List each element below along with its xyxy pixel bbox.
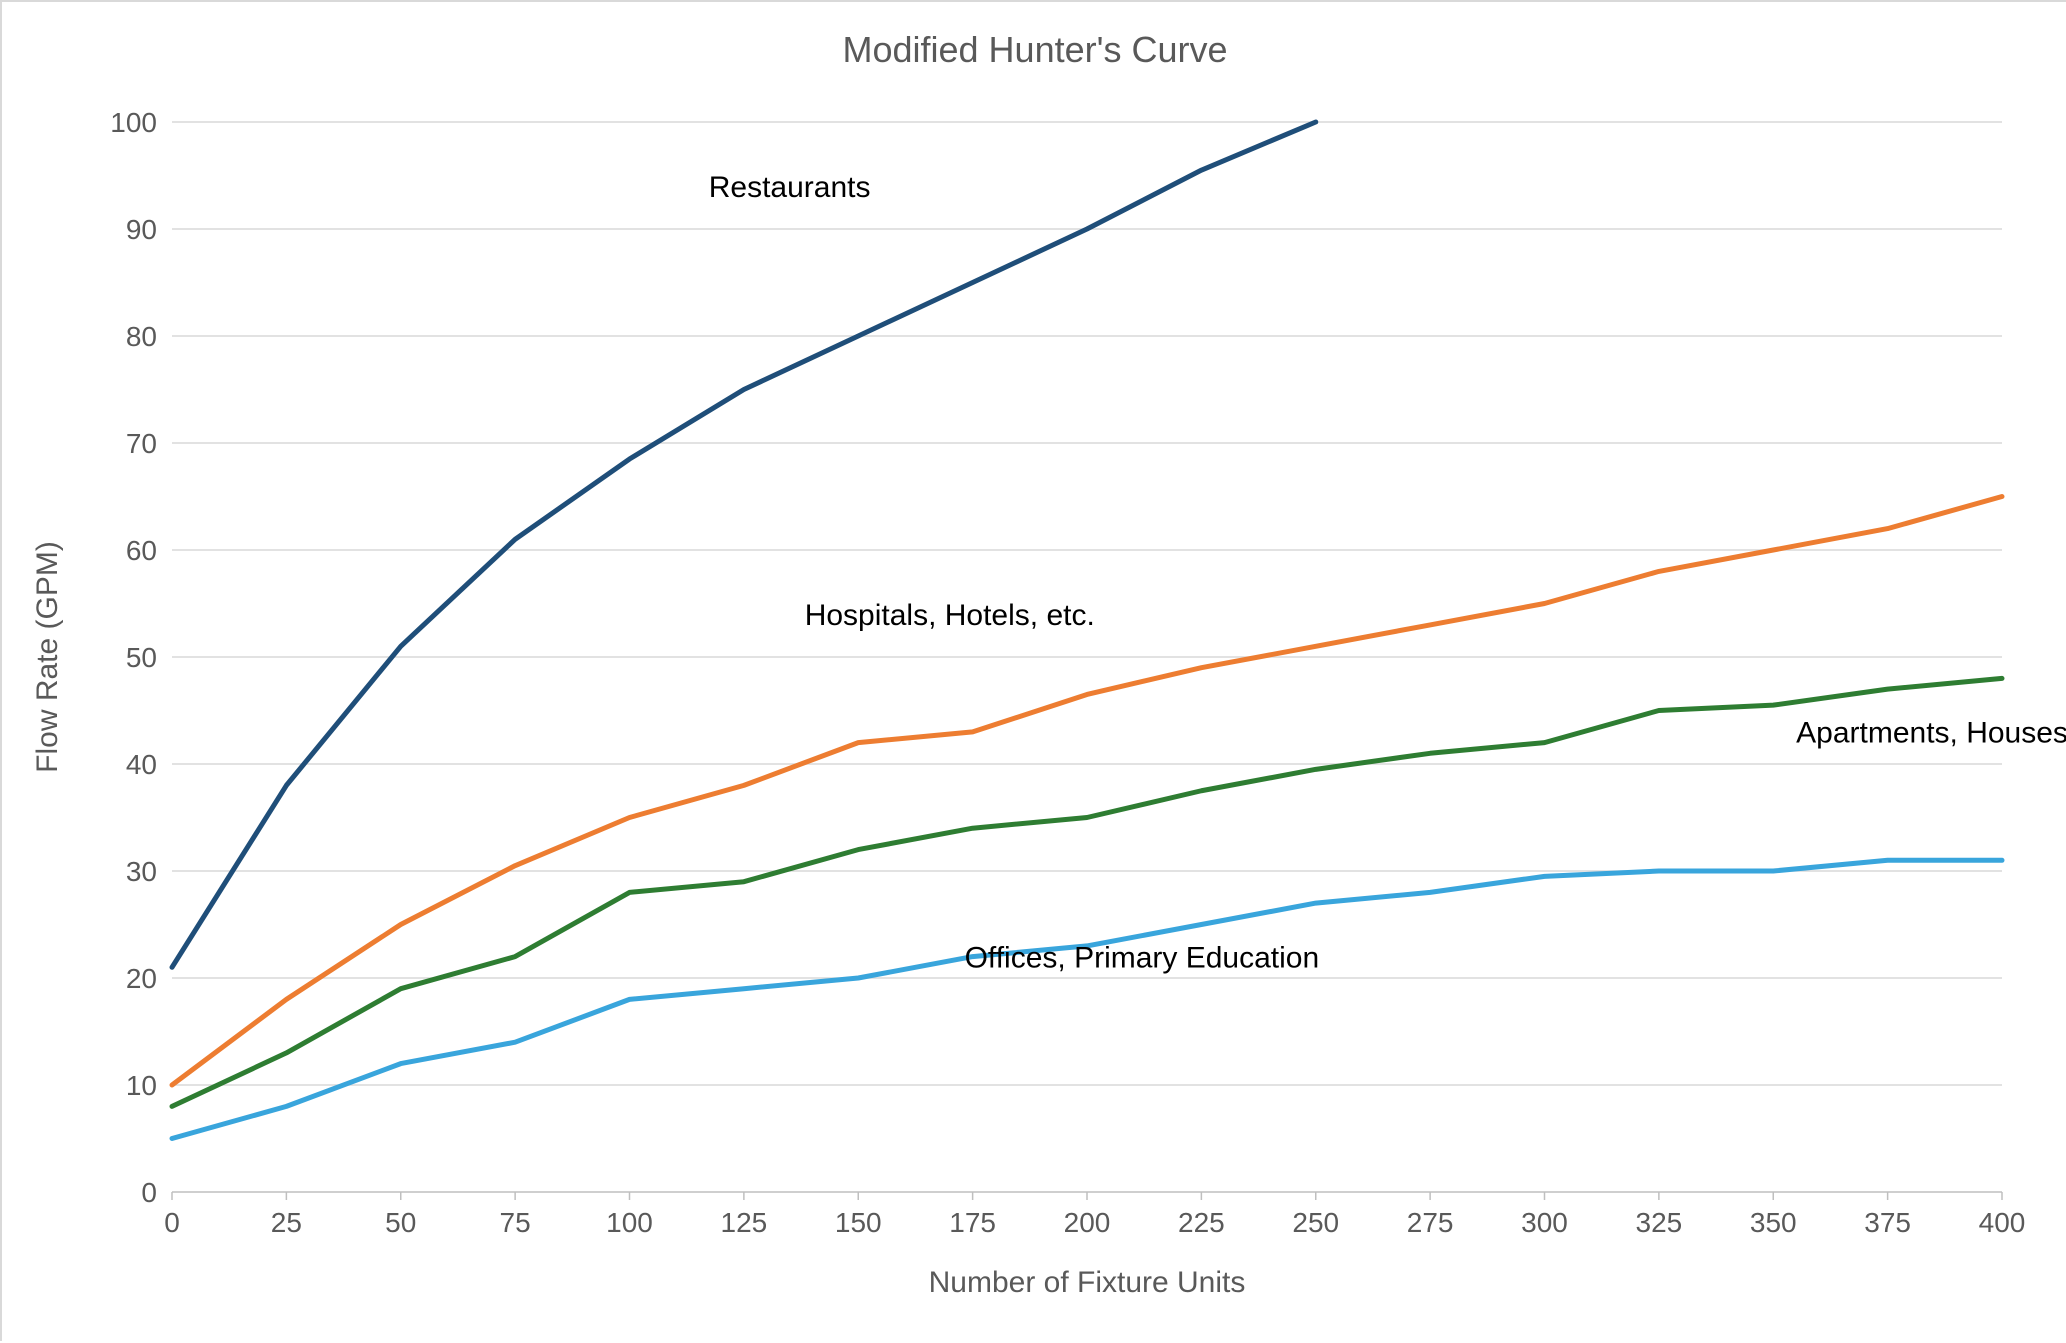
y-tick-label: 20 xyxy=(126,963,157,994)
chart-bg xyxy=(2,2,2066,1343)
y-tick-label: 80 xyxy=(126,321,157,352)
series-label: Restaurants xyxy=(709,171,871,204)
y-tick-label: 90 xyxy=(126,214,157,245)
x-tick-label: 100 xyxy=(606,1207,653,1238)
y-tick-label: 70 xyxy=(126,428,157,459)
y-tick-label: 40 xyxy=(126,749,157,780)
x-tick-label: 375 xyxy=(1864,1207,1911,1238)
x-tick-label: 150 xyxy=(835,1207,882,1238)
x-tick-label: 400 xyxy=(1979,1207,2026,1238)
y-tick-label: 10 xyxy=(126,1070,157,1101)
x-tick-label: 0 xyxy=(164,1207,180,1238)
x-tick-label: 50 xyxy=(385,1207,416,1238)
x-tick-label: 275 xyxy=(1407,1207,1454,1238)
x-tick-label: 175 xyxy=(949,1207,996,1238)
y-axis-title: Flow Rate (GPM) xyxy=(31,541,64,773)
x-tick-label: 250 xyxy=(1292,1207,1339,1238)
series-label: Hospitals, Hotels, etc. xyxy=(805,599,1095,632)
x-tick-label: 325 xyxy=(1636,1207,1683,1238)
x-tick-label: 25 xyxy=(271,1207,302,1238)
y-tick-label: 60 xyxy=(126,535,157,566)
x-tick-label: 225 xyxy=(1178,1207,1225,1238)
x-axis-title: Number of Fixture Units xyxy=(929,1266,1246,1299)
y-tick-label: 100 xyxy=(110,107,157,138)
chart-container: Modified Hunter's Curve 0 10 20 30 40 50 60 70 80… xyxy=(0,0,2066,1341)
y-tick-label: 0 xyxy=(141,1177,157,1208)
x-tick-label: 125 xyxy=(721,1207,768,1238)
chart-title: Modified Hunter's Curve xyxy=(842,29,1227,70)
x-tick-label: 75 xyxy=(500,1207,531,1238)
series-label: Apartments, Houses xyxy=(1796,717,2066,750)
y-tick-label: 30 xyxy=(126,856,157,887)
line-chart: Modified Hunter's Curve 0 10 20 30 40 50 60 70 80… xyxy=(2,2,2066,1343)
y-tick-label: 50 xyxy=(126,642,157,673)
x-tick-label: 350 xyxy=(1750,1207,1797,1238)
series-label: Offices, Primary Education xyxy=(965,941,1320,974)
x-tick-label: 200 xyxy=(1064,1207,1111,1238)
x-tick-label: 300 xyxy=(1521,1207,1568,1238)
